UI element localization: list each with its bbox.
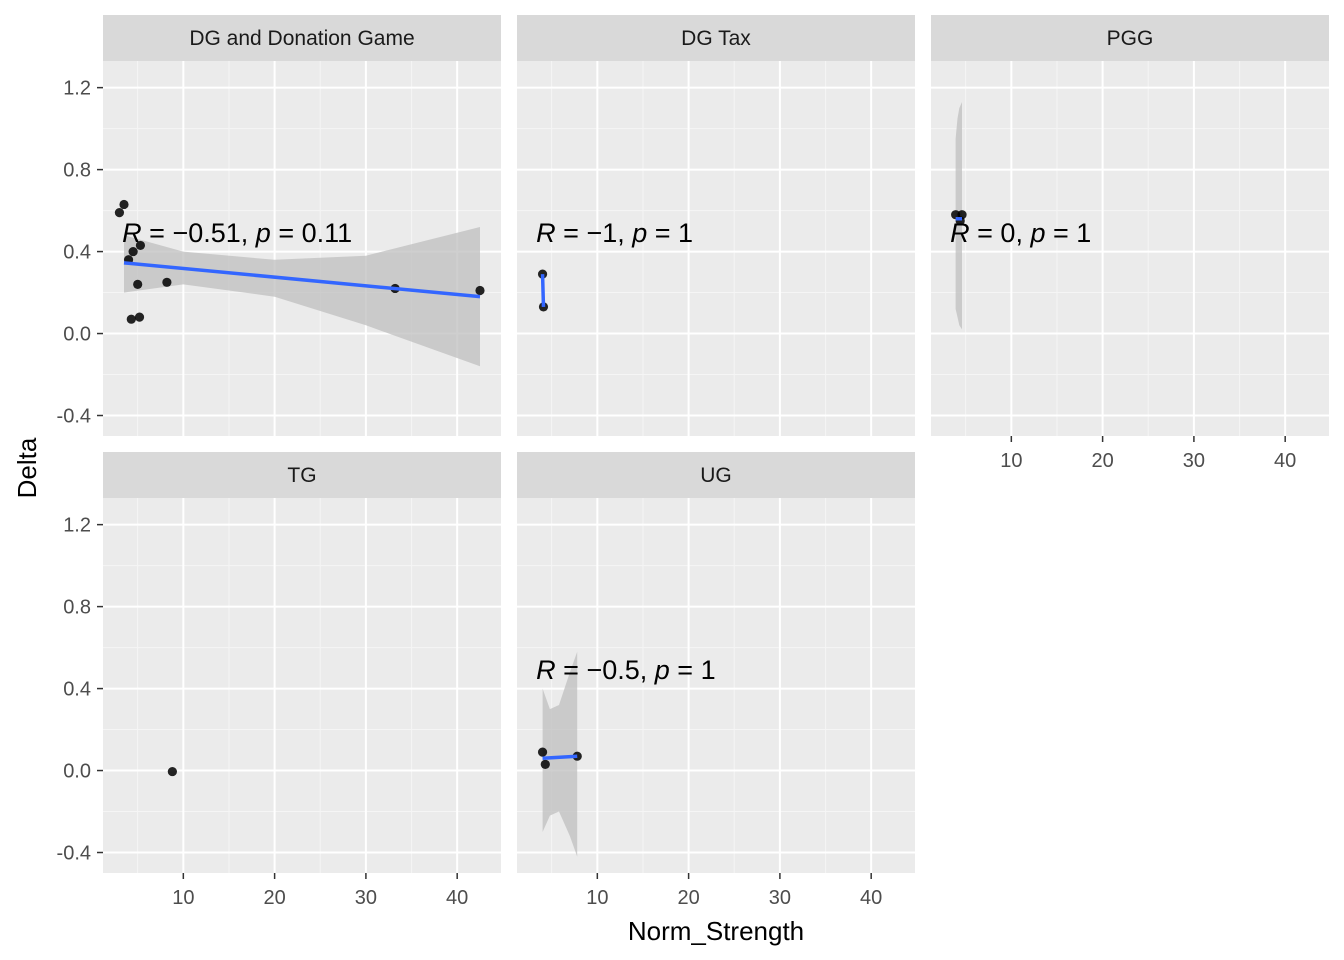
- facet-panel: DG Tax R = −1, p = 1: [517, 15, 915, 436]
- annotation-part: = 1: [1045, 218, 1091, 248]
- facet-strip-label: TG: [287, 464, 316, 487]
- data-point: [167, 766, 177, 777]
- facet-strip: [103, 452, 501, 498]
- y-tick-label: 0.0: [63, 324, 91, 346]
- x-tick-label: 40: [446, 887, 468, 909]
- regression-line: [123, 261, 481, 299]
- annotation-part: = 0,: [970, 218, 1031, 248]
- confidence-band: [542, 651, 578, 857]
- facet-panel: UG R = −0.5, p = 1 10 20 30 40: [517, 452, 915, 909]
- data-point: [162, 277, 172, 287]
- panel-background: [931, 61, 1329, 436]
- x-tick-label: 30: [769, 887, 791, 909]
- x-tick-label: 20: [1091, 450, 1113, 472]
- annotation-part: 1,: [602, 218, 632, 248]
- annotation-part: 0.51,: [188, 218, 256, 248]
- annotation-part: R: [950, 218, 970, 248]
- data-point: [538, 302, 549, 312]
- x-tick-label: 10: [172, 887, 194, 909]
- facet-strip: [517, 15, 915, 61]
- y-axis-title: Delta: [12, 437, 42, 498]
- facet-strip: [103, 15, 501, 61]
- annotation-part: p: [1029, 218, 1045, 248]
- y-tick-label: 0.8: [63, 597, 91, 619]
- data-point: [135, 240, 146, 251]
- y-tick-label: 0.0: [63, 761, 91, 783]
- facet-panel: TG -0.4 0.0 0.4 0.8 1.2 10 20 30 40: [57, 452, 501, 909]
- data-point: [540, 759, 550, 769]
- x-tick-label: 40: [1274, 450, 1296, 472]
- regression-line: [542, 754, 578, 760]
- facet-strip-label: UG: [700, 464, 732, 487]
- annotation-part: =: [142, 218, 173, 248]
- facet-panel: DG and Donation Game R = −0.51, p = 0.11 -…: [57, 15, 501, 436]
- correlation-annotation: R = −0.51, p = 0.11: [122, 218, 352, 248]
- facet-strip: [517, 452, 915, 498]
- annotation-part: R: [536, 655, 556, 685]
- x-tick-label: 30: [1183, 450, 1205, 472]
- y-tick-label: -0.4: [57, 843, 91, 865]
- confidence-band: [124, 227, 480, 367]
- data-point: [128, 246, 138, 257]
- annotation-part: p: [631, 218, 647, 248]
- facet-strip-label: DG Tax: [681, 27, 751, 50]
- panel-background: [517, 61, 915, 436]
- y-tick-label: 1.2: [63, 515, 91, 537]
- x-axis-title: Norm_Strength: [628, 916, 804, 946]
- annotation-part: p: [255, 218, 271, 248]
- x-tick-label: 40: [860, 887, 882, 909]
- panel-background: [103, 498, 501, 873]
- annotation-part: = 0.11: [271, 218, 352, 248]
- x-tick-label: 10: [1000, 450, 1022, 472]
- regression-line: [540, 274, 546, 307]
- annotation-part: =: [556, 655, 587, 685]
- y-tick-label: 0.4: [63, 242, 91, 264]
- y-tick-label: 0.4: [63, 679, 91, 701]
- facet-panel: PGG R = 0, p = 1 10 20 30 40: [931, 15, 1329, 472]
- facet-strip-label: PGG: [1107, 27, 1154, 50]
- annotation-part: −: [586, 655, 602, 685]
- data-point: [126, 314, 136, 324]
- data-point: [134, 312, 145, 322]
- annotation-part: R: [122, 218, 142, 248]
- x-tick-label: 10: [586, 887, 608, 909]
- x-tick-label: 20: [677, 887, 699, 909]
- annotation-part: R: [536, 218, 556, 248]
- y-tick-label: 1.2: [63, 78, 91, 100]
- correlation-annotation: R = 0, p = 1: [950, 218, 1091, 248]
- panel-background: [517, 498, 915, 873]
- annotation-part: p: [654, 655, 670, 685]
- y-tick-label: -0.4: [57, 406, 91, 428]
- annotation-part: −: [586, 218, 602, 248]
- y-tick-label: 0.8: [63, 160, 91, 182]
- annotation-part: =: [556, 218, 587, 248]
- correlation-annotation: R = −1, p = 1: [536, 218, 693, 248]
- facet-strip: [931, 15, 1329, 61]
- annotation-part: = 1: [670, 655, 716, 685]
- annotation-part: 0.5,: [602, 655, 655, 685]
- facet-strip-label: DG and Donation Game: [189, 27, 414, 50]
- data-point: [114, 208, 125, 218]
- annotation-part: −: [172, 218, 188, 248]
- data-point: [537, 747, 548, 757]
- data-point: [119, 199, 129, 210]
- data-point: [133, 279, 143, 289]
- annotation-part: = 1: [647, 218, 693, 248]
- data-point: [475, 285, 485, 296]
- x-tick-label: 30: [355, 887, 377, 909]
- correlation-annotation: R = −0.5, p = 1: [536, 655, 715, 685]
- x-tick-label: 20: [263, 887, 285, 909]
